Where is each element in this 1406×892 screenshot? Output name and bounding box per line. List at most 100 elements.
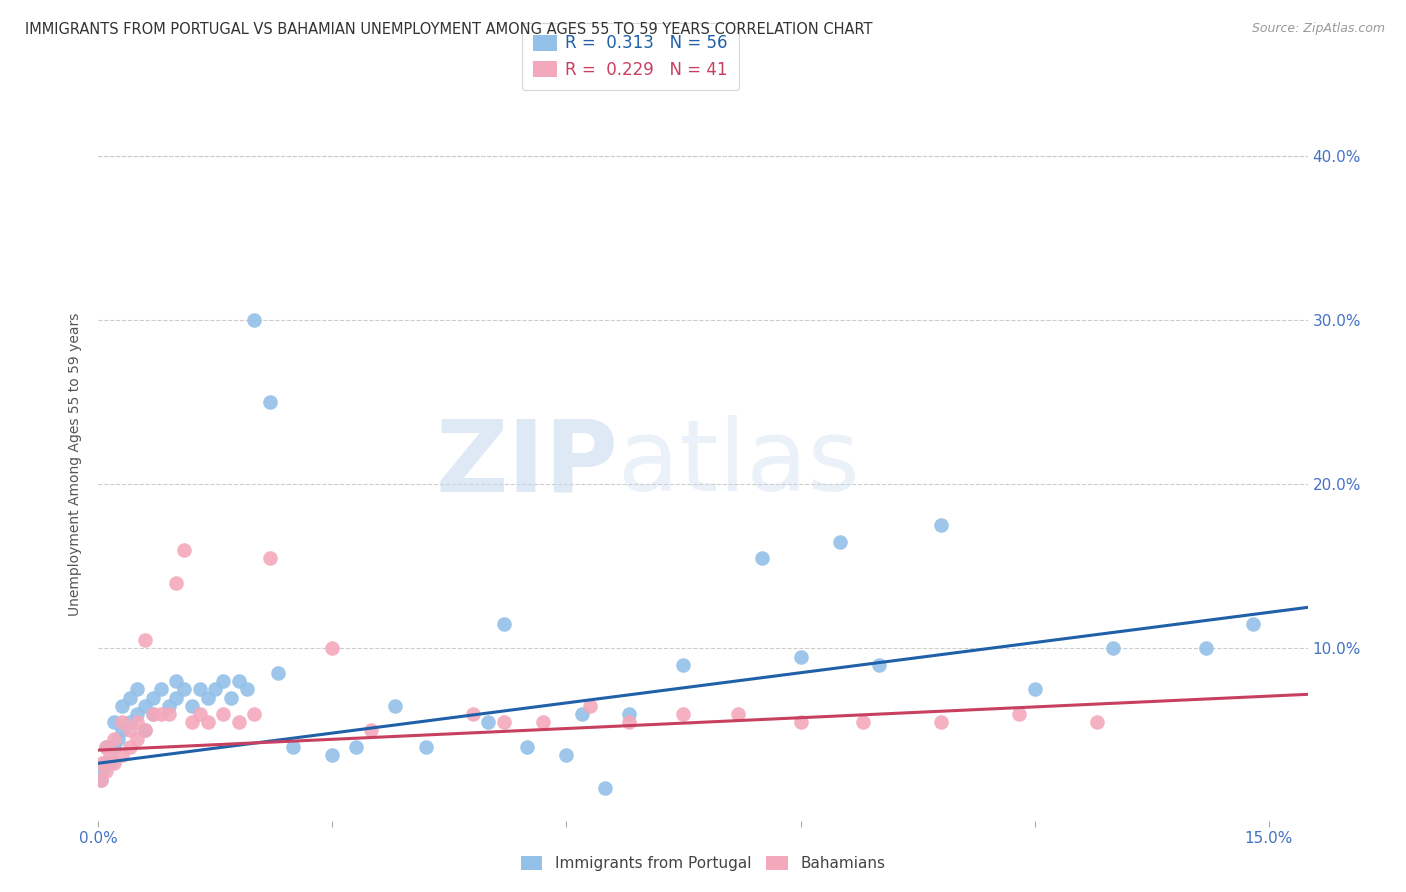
Point [1241,616,1264,631]
Point [384,698,406,713]
Point [91,756,114,771]
Point [134,723,156,738]
Point [118,739,141,754]
Legend: R =  0.313   N = 56, R =  0.229   N = 41: R = 0.313 N = 56, R = 0.229 N = 41 [522,22,740,90]
Legend: Immigrants from Portugal, Bahamians: Immigrants from Portugal, Bahamians [515,849,891,877]
Point [96,756,118,771]
Point [789,649,811,664]
Point [828,534,851,549]
Point [751,551,773,566]
Point [571,706,593,721]
Point [96,739,118,754]
Point [165,690,187,705]
Point [157,706,180,721]
Point [531,715,554,730]
Point [555,747,578,762]
Point [188,682,211,697]
Point [188,706,211,721]
Point [118,715,141,730]
Point [165,674,187,689]
Point [90,772,112,787]
Point [868,657,890,672]
Point [103,739,125,754]
Point [595,780,617,795]
Point [415,739,437,754]
Point [181,715,204,730]
Point [197,690,219,705]
Point [228,674,250,689]
Point [118,723,141,738]
Point [90,772,112,787]
Point [617,715,640,730]
Point [494,715,516,730]
Point [461,706,484,721]
Point [494,616,516,631]
Point [127,731,149,746]
Point [477,715,499,730]
Point [98,756,121,771]
Point [111,723,134,738]
Text: ZIP: ZIP [436,416,619,512]
Point [134,698,156,713]
Point [672,706,695,721]
Point [852,715,875,730]
Text: IMMIGRANTS FROM PORTUGAL VS BAHAMIAN UNEMPLOYMENT AMONG AGES 55 TO 59 YEARS CORR: IMMIGRANTS FROM PORTUGAL VS BAHAMIAN UNE… [25,22,873,37]
Point [929,715,952,730]
Point [727,706,749,721]
Text: Source: ZipAtlas.com: Source: ZipAtlas.com [1251,22,1385,36]
Point [157,698,180,713]
Point [142,690,165,705]
Point [118,690,141,705]
Point [1008,706,1031,721]
Point [344,739,367,754]
Point [98,747,121,762]
Point [181,698,204,713]
Point [228,715,250,730]
Point [360,723,382,738]
Point [111,715,134,730]
Point [173,682,195,697]
Point [1101,641,1123,656]
Point [259,395,281,409]
Point [579,698,602,713]
Point [1195,641,1218,656]
Point [127,706,149,721]
Point [149,706,172,721]
Point [142,706,165,721]
Point [243,313,266,327]
Point [173,543,195,558]
Point [204,682,226,697]
Point [96,739,118,754]
Point [127,715,149,730]
Point [789,715,811,730]
Point [321,641,343,656]
Point [103,731,125,746]
Point [243,706,266,721]
Point [96,764,118,779]
Point [165,575,187,590]
Point [235,682,257,697]
Point [111,747,134,762]
Point [212,674,235,689]
Text: atlas: atlas [619,416,860,512]
Point [91,764,114,779]
Point [321,747,343,762]
Y-axis label: Unemployment Among Ages 55 to 59 years: Unemployment Among Ages 55 to 59 years [69,312,83,615]
Point [212,706,235,721]
Point [149,682,172,697]
Point [617,706,640,721]
Point [197,715,219,730]
Point [219,690,242,705]
Point [1024,682,1046,697]
Point [283,739,305,754]
Point [142,706,165,721]
Point [259,551,281,566]
Point [134,633,156,648]
Point [1085,715,1108,730]
Point [134,723,156,738]
Point [103,715,125,730]
Point [103,756,125,771]
Point [929,518,952,533]
Point [127,682,149,697]
Point [672,657,695,672]
